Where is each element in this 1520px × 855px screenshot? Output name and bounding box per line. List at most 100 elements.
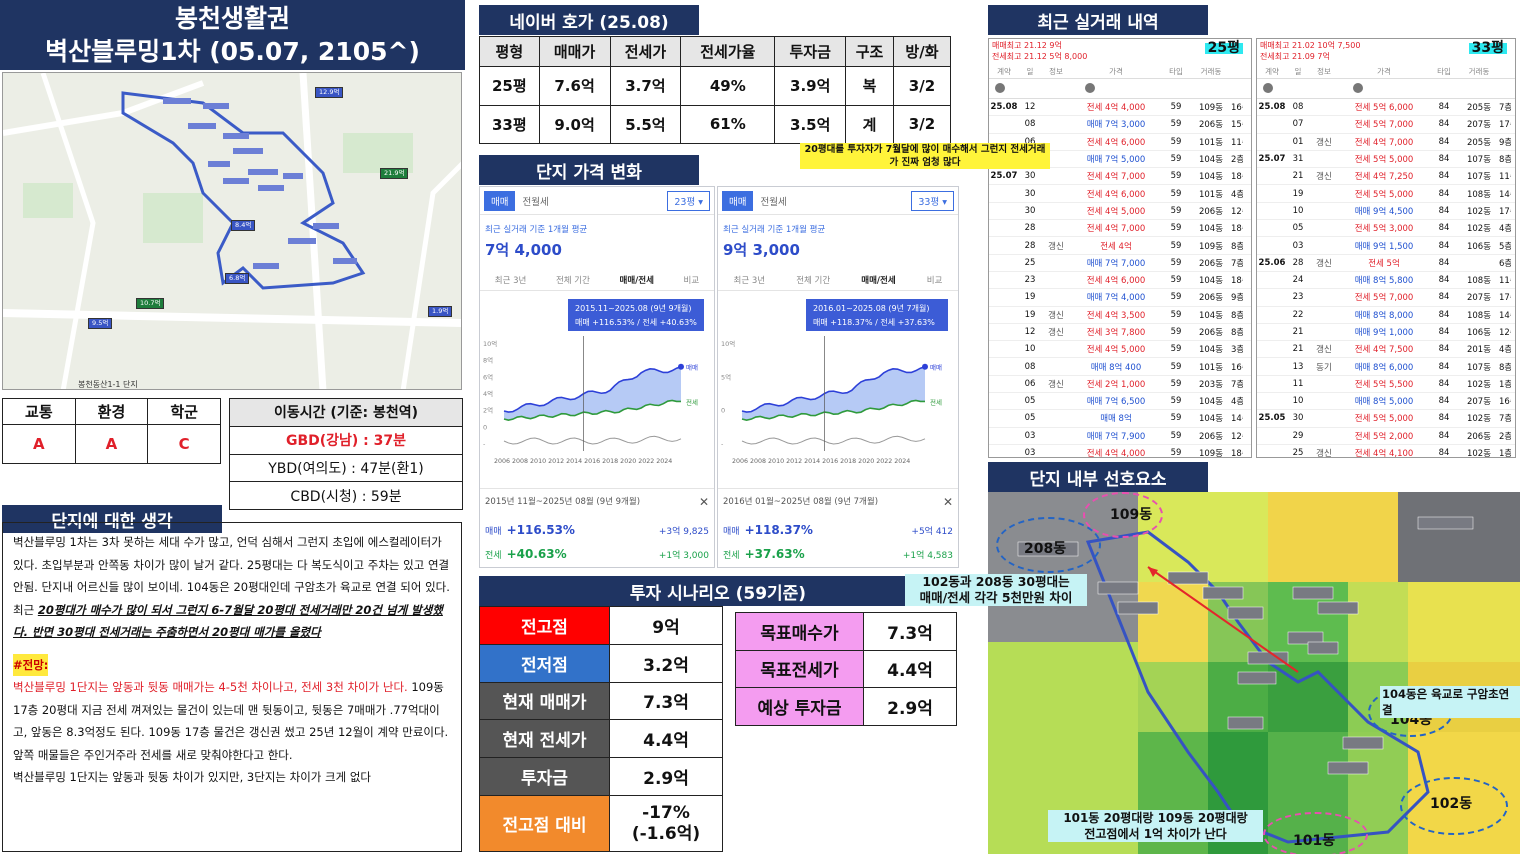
tx-price: 전세 5억 5,000 — [1354, 414, 1414, 425]
tx-size-badge: 33평 — [1468, 41, 1507, 55]
highlight-102 — [1400, 777, 1508, 835]
tx-day: 03 — [1024, 430, 1036, 441]
footer-jeonse-pct: +40.63% — [506, 547, 567, 561]
tx-day: 25 — [1024, 257, 1036, 268]
outlook-red: 벽산블루밍 1단지는 앞동과 뒷동 매매가는 4-5천 차이나고, 전세 3천 … — [13, 680, 408, 694]
tx-day: 05 — [1024, 396, 1036, 407]
scenario-label: 현재 매매가 — [479, 681, 610, 721]
close-icon[interactable]: ✕ — [942, 495, 953, 509]
tx-day: 08 — [1024, 361, 1036, 372]
tx-building: 101동 — [1198, 362, 1224, 373]
tx-col-header: 정보 — [1317, 67, 1331, 76]
tx-info: 동기 — [1316, 362, 1332, 373]
tx-floor: 8층 — [1499, 155, 1511, 166]
tx-building: 109동 — [1198, 103, 1224, 114]
tx-building: 107동 — [1466, 155, 1492, 166]
tx-price: 전세 4억 7,000 — [1354, 137, 1414, 148]
tab-rent[interactable]: 전월세 — [760, 196, 787, 208]
highlight-101 — [1263, 812, 1368, 854]
tx-col-header: 정보 — [1049, 67, 1063, 76]
naver-header: 전세가율 — [680, 36, 776, 67]
tx-building: 102동 — [1466, 224, 1492, 235]
tx-type: 84 — [1438, 396, 1450, 407]
scenario-value: 3.2억 — [609, 643, 723, 683]
map-price-tag: 21.9억 — [380, 168, 409, 180]
tx-row: 19 전세 5억 5,000 84 108동 14층 — [1257, 185, 1515, 203]
tab-rent[interactable]: 전월세 — [522, 196, 549, 208]
score-value: A — [2, 424, 76, 464]
tx-building: 107동 — [1466, 362, 1492, 373]
tx-row: 08 매매 8억 400 59 101동 16층 — [989, 358, 1251, 376]
outlook-text: 벽산블루밍 1단지는 앞동과 뒷동 매매가는 4-5천 차이나고, 전세 3천 … — [13, 676, 451, 766]
footer-jeonse-label: 전세 — [723, 551, 740, 561]
tab-sale[interactable]: 매매 — [484, 190, 516, 211]
tx-price: 전세 4억 5,000 — [1086, 206, 1146, 217]
tx-floor: 3층 — [1231, 345, 1243, 356]
scenario-target-label: 목표전세가 — [735, 649, 864, 689]
tx-type: 59 — [1170, 309, 1182, 320]
y-tick: 10억 — [721, 340, 735, 348]
tx-price: 전세 4억 7,000 — [1086, 224, 1146, 235]
tx-floor: 2층 — [1499, 431, 1511, 442]
tx-price: 매매 9억 1,000 — [1354, 328, 1414, 338]
scenario-title: 투자 시나리오 (59기준) — [479, 576, 957, 606]
sale-end-dot — [922, 363, 928, 370]
chart-tooltip — [806, 299, 948, 331]
tx-building: 206동 — [1198, 206, 1224, 217]
period-tab[interactable]: 전체 기간 — [555, 276, 590, 286]
close-icon[interactable]: ✕ — [698, 495, 709, 509]
period-tab[interactable]: 최근 3년 — [494, 276, 527, 286]
tx-floor: 14층 — [1499, 310, 1511, 321]
footer-jeonse-pct: +37.63% — [744, 547, 805, 561]
price-chart: 2015.11~2025.08 (9년 9개월) 매매 +116.53% / 전세… — [483, 299, 704, 465]
tab-sale[interactable]: 매매 — [722, 190, 754, 211]
scenario-value: 9억 — [609, 606, 723, 645]
scenario-value: 2.9억 — [609, 757, 723, 796]
thoughts-p1: 벽산블루밍 1차는 3차 못하는 세대 수가 많고, 언덕 심해서 그런지 초입… — [13, 535, 450, 594]
size-select[interactable]: 33평 ▾ — [911, 190, 954, 211]
tx-row: 25.05 30 전세 5억 5,000 84 102동 7층 — [1257, 410, 1515, 428]
tx-building: 206동 — [1198, 293, 1224, 304]
preference-title: 단지 내부 선호요소 — [988, 462, 1208, 492]
period-tab[interactable]: 최근 3년 — [733, 276, 766, 286]
tx-price: 전세 4억 — [1100, 241, 1132, 252]
tx-day: 28 — [1292, 257, 1304, 268]
period-tab[interactable]: 전체 기간 — [796, 276, 831, 286]
naver-cell: 계 — [845, 104, 894, 144]
tx-type: 84 — [1438, 188, 1450, 199]
note-102-208-outer: 102동과 208동 30평대는 매매/전세 각각 5천만원 차이 — [905, 574, 1087, 606]
tx-building: 109동 — [1198, 241, 1224, 252]
period-tab[interactable]: 비교 — [683, 276, 700, 286]
naver-cell: 7.6억 — [538, 66, 611, 106]
y-tick: 2억 — [483, 407, 493, 415]
tx-row: 23 전세 5억 7,000 84 207동 17층 — [1257, 289, 1515, 307]
tx-floor: 12층 — [1499, 328, 1511, 338]
agent-icon — [995, 83, 1005, 93]
naver-cell: 3.7억 — [609, 66, 682, 106]
tx-price: 전세 5억 — [1368, 258, 1400, 269]
tx-row: 19 갱신 전세 4억 3,500 59 104동 8층 — [989, 307, 1251, 324]
tx-floor: 18층 — [1231, 224, 1243, 235]
series-gap-line — [741, 435, 926, 445]
scenario-target-label: 목표매수가 — [735, 612, 864, 651]
size-select[interactable]: 23평 ▾ — [667, 190, 710, 211]
tx-floor: 5층 — [1499, 241, 1511, 252]
sale-end-dot — [678, 363, 684, 370]
tx-row: 28 전세 4억 7,000 59 104동 18층 — [989, 220, 1251, 238]
tx-price: 전세 4억 5,000 — [1086, 345, 1146, 356]
tx-type: 84 — [1438, 119, 1450, 130]
series-sale-line — [741, 365, 926, 413]
scenario-label: 전저점 — [479, 643, 610, 683]
period-tab[interactable]: 매매/전세 — [861, 276, 896, 286]
period-tab[interactable]: 비교 — [926, 276, 943, 286]
tx-building: 206동 — [1198, 431, 1224, 442]
tx-building: 101동 — [1198, 137, 1224, 148]
legend-sale: 매매 — [930, 364, 942, 372]
price-change-title: 단지 가격 변화 — [479, 155, 699, 185]
tx-type: 84 — [1438, 361, 1450, 372]
period-tab[interactable]: 매매/전세 — [619, 276, 654, 286]
tx-building: 206동 — [1198, 120, 1224, 131]
tx-type: 59 — [1170, 448, 1182, 458]
y-tick: 0 — [483, 423, 487, 431]
tx-info: 갱신 — [1048, 328, 1064, 338]
